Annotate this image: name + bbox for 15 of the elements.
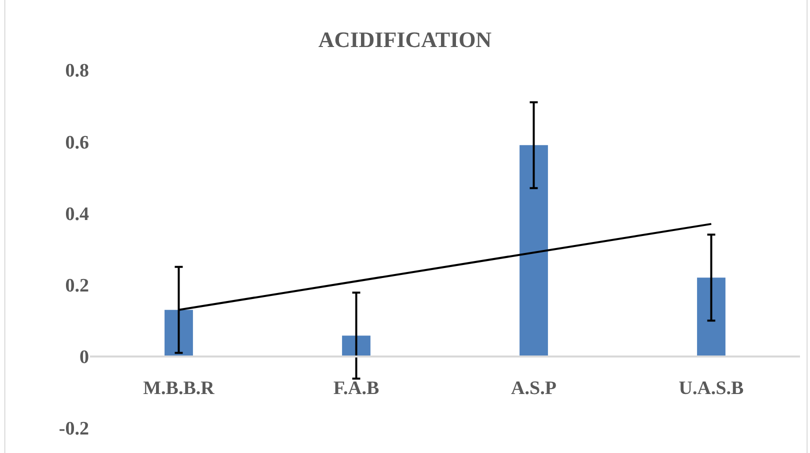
- bar: [164, 310, 193, 356]
- bar: [342, 336, 370, 356]
- x-tick-label: A.S.P: [511, 378, 557, 400]
- x-tick-label: U.A.S.B: [678, 378, 744, 400]
- y-tick-label: -0.2: [58, 418, 89, 440]
- x-tick-label: F.A.B: [333, 378, 380, 400]
- y-tick-label: 0.8: [65, 60, 89, 82]
- bar: [697, 278, 726, 356]
- y-tick-label: 0.4: [65, 204, 90, 225]
- y-tick-label: 0: [80, 347, 89, 368]
- y-tick-label: 0.2: [65, 275, 89, 296]
- y-tick-label: 0.6: [65, 132, 89, 154]
- bar: [520, 145, 548, 356]
- chart-title: ACIDIFICATION: [318, 27, 492, 52]
- x-tick-label: M.B.B.R: [143, 378, 215, 400]
